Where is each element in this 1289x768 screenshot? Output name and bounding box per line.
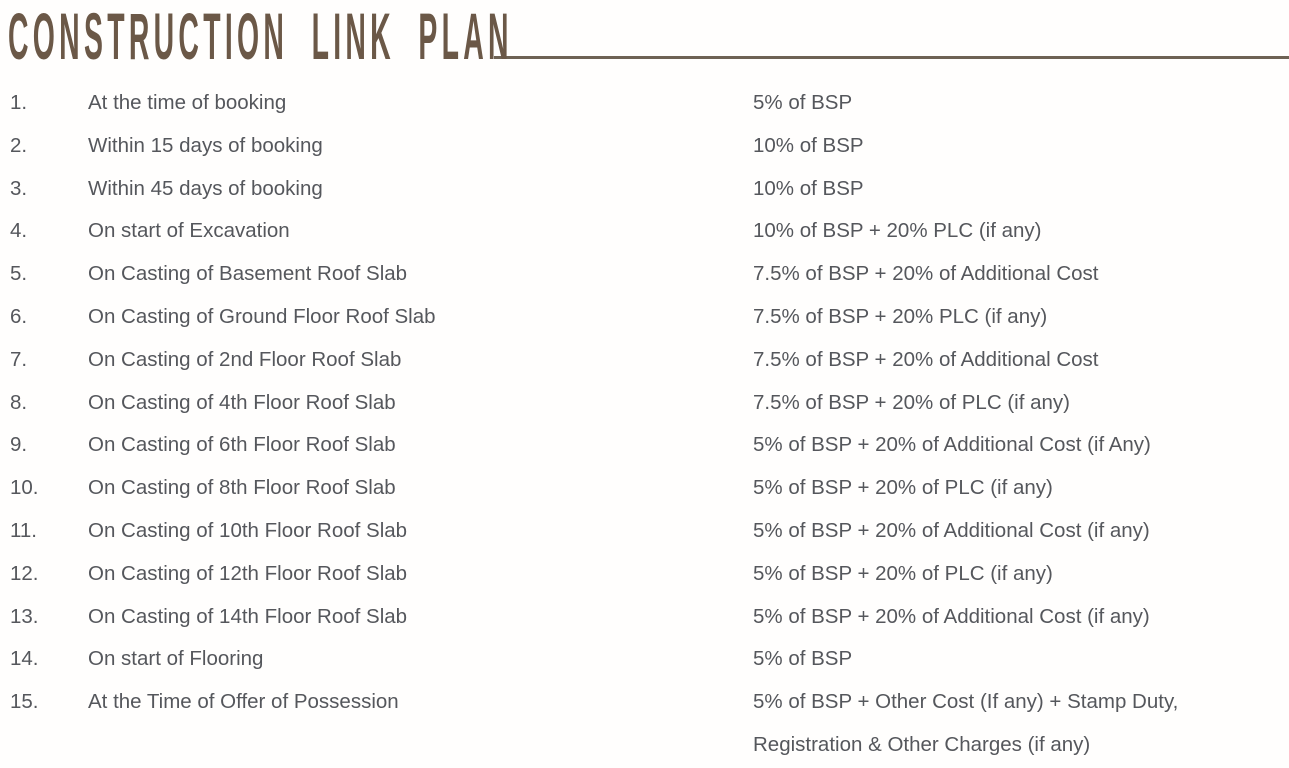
row-stage-label: On Casting of 14th Floor Roof Slab — [88, 604, 408, 628]
row-stage-label: On start of Flooring — [88, 647, 264, 671]
row-stage-label: On Casting of 6th Floor Roof Slab — [88, 433, 396, 457]
row-stage-label: On Casting of 2nd Floor Roof Slab — [88, 347, 402, 371]
table-row: 1. At the time of booking 5% of BSP — [10, 82, 1289, 125]
payment-plan-table: 1. At the time of booking 5% of BSP 2. W… — [0, 82, 1289, 767]
row-number: 11. — [10, 518, 37, 542]
row-payment-value: 5% of BSP + 20% of Additional Cost (if a… — [753, 604, 1150, 628]
row-number: 15. — [10, 690, 39, 714]
row-number: 14. — [10, 647, 39, 671]
table-row: 7. On Casting of 2nd Floor Roof Slab 7.5… — [10, 339, 1289, 382]
row-number: 1. — [10, 91, 28, 114]
row-number: 9. — [10, 433, 28, 457]
row-number: 13. — [10, 604, 39, 628]
table-row: 14. On start of Flooring 5% of BSP — [10, 638, 1289, 681]
row-number: 4. — [10, 219, 28, 243]
table-row: 9. On Casting of 6th Floor Roof Slab 5% … — [10, 424, 1289, 467]
row-number: 2. — [10, 133, 28, 157]
row-stage-label: On Casting of 8th Floor Roof Slab — [88, 476, 396, 500]
table-row: 10. On Casting of 8th Floor Roof Slab 5%… — [10, 467, 1289, 510]
table-row: 5. On Casting of Basement Roof Slab 7.5%… — [10, 253, 1289, 296]
row-stage-label: On Casting of 10th Floor Roof Slab — [88, 518, 408, 542]
row-stage-label: On Casting of Ground Floor Roof Slab — [88, 304, 436, 328]
row-payment-value: 5% of BSP — [753, 647, 853, 671]
table-row: 11. On Casting of 10th Floor Roof Slab 5… — [10, 510, 1289, 553]
row-payment-value: 5% of BSP — [753, 91, 853, 114]
row-payment-value: 5% of BSP + 20% of PLC (if any) — [753, 476, 1053, 500]
row-stage-label: On Casting of Basement Roof Slab — [88, 262, 408, 286]
table-row: 8. On Casting of 4th Floor Roof Slab 7.5… — [10, 382, 1289, 425]
row-number: 12. — [10, 561, 39, 585]
row-number: 5. — [10, 262, 28, 286]
table-row: 15. At the Time of Offer of Possession 5… — [10, 681, 1289, 767]
row-number: 6. — [10, 304, 28, 328]
header: CONSTRUCTION LINK PLAN — [0, 0, 1289, 69]
row-payment-value: 7.5% of BSP + 20% of PLC (if any) — [753, 390, 1070, 414]
row-number: 8. — [10, 390, 28, 414]
table-row: 3. Within 45 days of booking 10% of BSP — [10, 168, 1289, 211]
table-row: 6. On Casting of Ground Floor Roof Slab … — [10, 296, 1289, 339]
table-row: 12. On Casting of 12th Floor Roof Slab 5… — [10, 553, 1289, 596]
row-payment-value: 10% of BSP — [753, 133, 864, 157]
row-payment-value: 5% of BSP + 20% of PLC (if any) — [753, 561, 1053, 585]
row-payment-value: 5% of BSP + 20% of Additional Cost (if a… — [753, 518, 1150, 542]
row-payment-value: 10% of BSP — [753, 176, 864, 200]
row-stage-label: On start of Excavation — [88, 219, 290, 243]
table-row: 2. Within 15 days of booking 10% of BSP — [10, 125, 1289, 168]
row-number: 3. — [10, 176, 28, 200]
table-row: 4. On start of Excavation 10% of BSP + 2… — [10, 210, 1289, 253]
row-stage-label: Within 45 days of booking — [88, 176, 323, 200]
row-stage-label: At the time of booking — [88, 91, 287, 114]
table-row: 13. On Casting of 14th Floor Roof Slab 5… — [10, 596, 1289, 639]
row-number: 7. — [10, 347, 28, 371]
row-stage-label: At the Time of Offer of Possession — [88, 690, 399, 714]
page-title-text: CONSTRUCTION LINK PLAN — [8, 0, 513, 73]
title-rule-line — [494, 56, 1289, 59]
page-title: CONSTRUCTION LINK PLAN — [8, 3, 509, 69]
row-payment-value: 10% of BSP + 20% PLC (if any) — [753, 219, 1042, 243]
row-payment-value: 7.5% of BSP + 20% of Additional Cost — [753, 347, 1099, 371]
row-payment-value: 7.5% of BSP + 20% of Additional Cost — [753, 262, 1099, 286]
row-payment-value: 5% of BSP + 20% of Additional Cost (if A… — [753, 433, 1151, 457]
row-stage-label: On Casting of 12th Floor Roof Slab — [88, 561, 408, 585]
row-number: 10. — [10, 476, 39, 500]
row-stage-label: Within 15 days of booking — [88, 133, 323, 157]
row-payment-value: 5% of BSP + Other Cost (If any) + Stamp … — [753, 690, 1179, 756]
row-payment-value: 7.5% of BSP + 20% PLC (if any) — [753, 304, 1048, 328]
row-stage-label: On Casting of 4th Floor Roof Slab — [88, 390, 396, 414]
